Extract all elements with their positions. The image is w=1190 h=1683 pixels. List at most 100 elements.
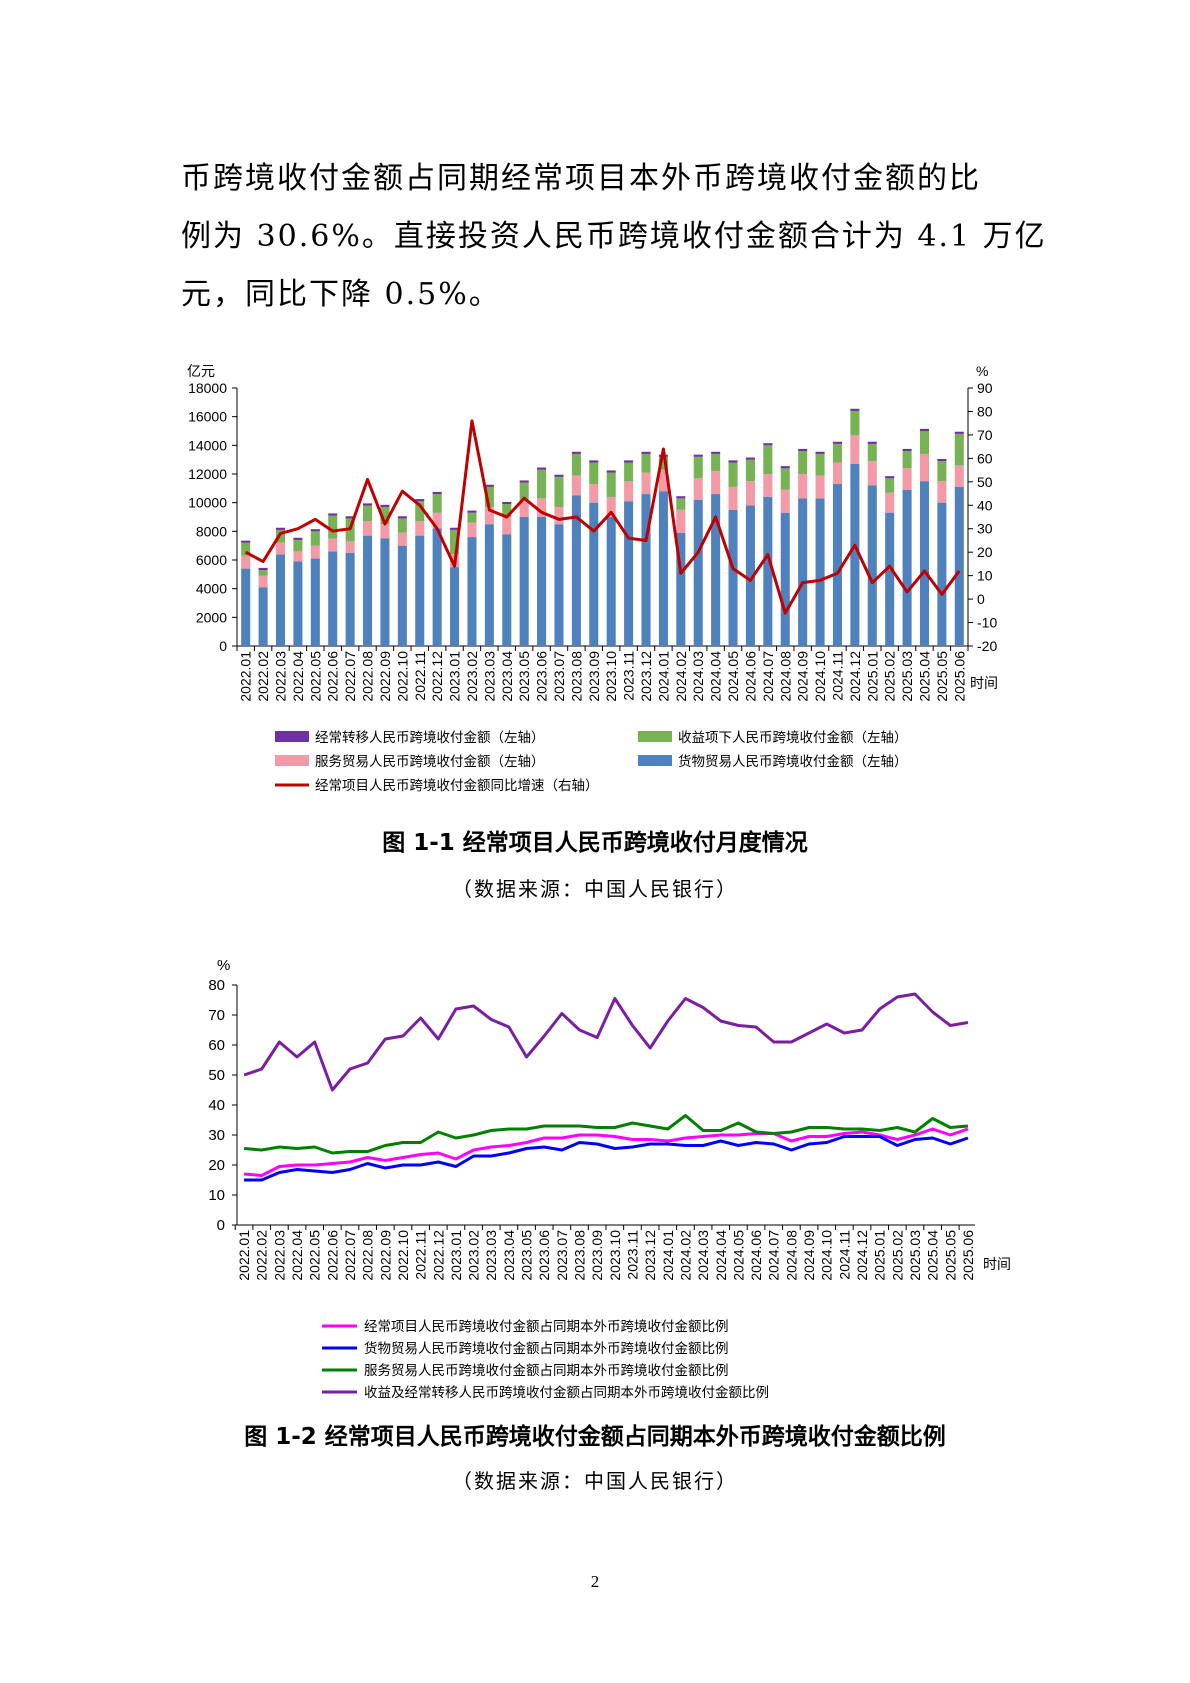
bar-segment (519, 482, 529, 500)
bar-segment (937, 461, 947, 482)
bar-segment (345, 552, 355, 646)
bar-segment (867, 441, 877, 444)
bar-segment (397, 545, 407, 646)
bar-segment (711, 451, 721, 454)
legend-swatch (638, 731, 672, 742)
x-tick-label: 2023.07 (554, 1230, 570, 1281)
x-tick-label: 2024.10 (812, 651, 828, 702)
x-tick-label: 2022.10 (395, 1230, 411, 1281)
bar-segment (885, 476, 895, 479)
ratio-series-line (243, 1127, 969, 1177)
bar-segment (328, 551, 338, 646)
figure2-caption: 图 1-2 经常项目人民币跨境收付金额占同期本外币跨境收付金额比例 (244, 1424, 946, 1450)
x-tick-label: 2023.07 (551, 651, 567, 702)
bar-segment (728, 462, 738, 487)
x-tick-label: 2022.08 (360, 651, 376, 702)
bar-segment (571, 453, 581, 476)
bar-segment (397, 518, 407, 533)
x-tick-label: 2025.01 (872, 1230, 888, 1281)
x-tick-label: 2022.09 (377, 651, 393, 702)
bar-segment (763, 474, 773, 497)
x-tick-label: 2024.09 (795, 651, 811, 702)
bar-segment (728, 486, 738, 510)
y-tick-label: 10 (208, 1187, 225, 1204)
x-tick-label: 2022.03 (271, 1230, 287, 1281)
x-tick-label: 2022.08 (360, 1230, 376, 1281)
x-tick-label: 2025.06 (960, 1230, 976, 1281)
x-tick-label: 2024.01 (655, 651, 671, 702)
bar-segment (780, 489, 790, 513)
bar-segment (728, 509, 738, 646)
bar-segment (919, 431, 930, 454)
x-tick-label: 2024.05 (730, 1230, 746, 1281)
bar-segment (641, 494, 651, 646)
bar-segment (693, 478, 703, 500)
y-axis-unit: % (217, 957, 230, 974)
bar-segment (658, 456, 668, 470)
legend-label: 货物贸易人民币跨境收付金额（左轴） (678, 753, 908, 770)
right-tick-label: -10 (977, 615, 997, 631)
legend-swatch (638, 755, 672, 766)
bar-segment (658, 469, 668, 492)
legend-label: 货物贸易人民币跨境收付金额占同期本外币跨境收付金额比例 (364, 1340, 729, 1357)
bar-segment (815, 453, 825, 476)
right-tick-label: 90 (977, 380, 993, 396)
bar-segment (293, 537, 303, 540)
x-axis-title: 时间 (983, 1256, 1011, 1272)
bar-segment (310, 529, 320, 532)
bar-segment (571, 475, 581, 496)
x-tick-label: 2023.05 (516, 651, 532, 702)
bar-segment (275, 527, 286, 530)
bar-segment (676, 496, 686, 499)
legend-label: 收益项下人民币跨境收付金额（左轴） (678, 730, 908, 746)
bar-segment (554, 524, 564, 646)
x-tick-label: 2023.02 (466, 1230, 482, 1281)
bar-segment (954, 486, 964, 646)
left-tick-label: 14000 (188, 437, 227, 453)
x-tick-label: 2024.09 (801, 1230, 817, 1281)
left-tick-label: 16000 (188, 409, 227, 425)
bar-segment (241, 542, 251, 556)
bar-segment (589, 502, 599, 646)
bar-segment (902, 489, 912, 646)
bar-segment (258, 567, 268, 571)
bar-segment (432, 512, 442, 529)
bar-segment (745, 459, 755, 482)
x-tick-label: 2023.04 (501, 1230, 517, 1281)
bar-segment (589, 462, 599, 485)
x-tick-label: 2025.01 (864, 651, 880, 702)
left-tick-label: 8000 (196, 523, 227, 539)
bar-segment (832, 462, 842, 485)
bar-segment (693, 454, 703, 457)
bar-segment (815, 451, 825, 454)
bar-segment (850, 408, 860, 411)
legend-label: 经常项目人民币跨境收付金额同比增速（右轴） (315, 778, 599, 794)
bar-segment (832, 441, 842, 444)
bar-segment (519, 480, 529, 483)
bar-segment (850, 435, 860, 464)
x-tick-label: 2022.03 (273, 651, 289, 702)
x-tick-label: 2024.03 (690, 651, 706, 702)
bar-segment (467, 522, 477, 538)
x-tick-label: 2022.04 (290, 651, 306, 702)
x-tick-label: 2022.11 (412, 651, 428, 701)
legend-swatch (275, 731, 309, 742)
x-tick-label: 2023.12 (638, 651, 654, 702)
bar-segment (241, 540, 251, 543)
bar-segment (728, 460, 738, 463)
bar-segment (624, 501, 634, 646)
ratio-series-line (243, 992, 969, 1092)
bar-segment (954, 431, 964, 434)
bar-segment (711, 471, 721, 495)
bar-segment (676, 498, 686, 510)
x-tick-label: 2025.06 (951, 651, 967, 702)
bar-segment (919, 428, 930, 431)
body-paragraph: 币跨境收付金额占同期经常项目本外币跨境收付金额的比 例为 30.6%。直接投资人… (181, 150, 1045, 324)
bar-segment (832, 443, 842, 463)
bar-segment (763, 445, 773, 474)
bar-segment (293, 561, 303, 646)
right-tick-label: -20 (977, 638, 997, 654)
legend-label: 收益及经常转移人民币跨境收付金额占同期本外币跨境收付金额比例 (364, 1385, 769, 1401)
x-tick-label: 2024.04 (708, 651, 724, 702)
bar-segment (467, 537, 477, 646)
